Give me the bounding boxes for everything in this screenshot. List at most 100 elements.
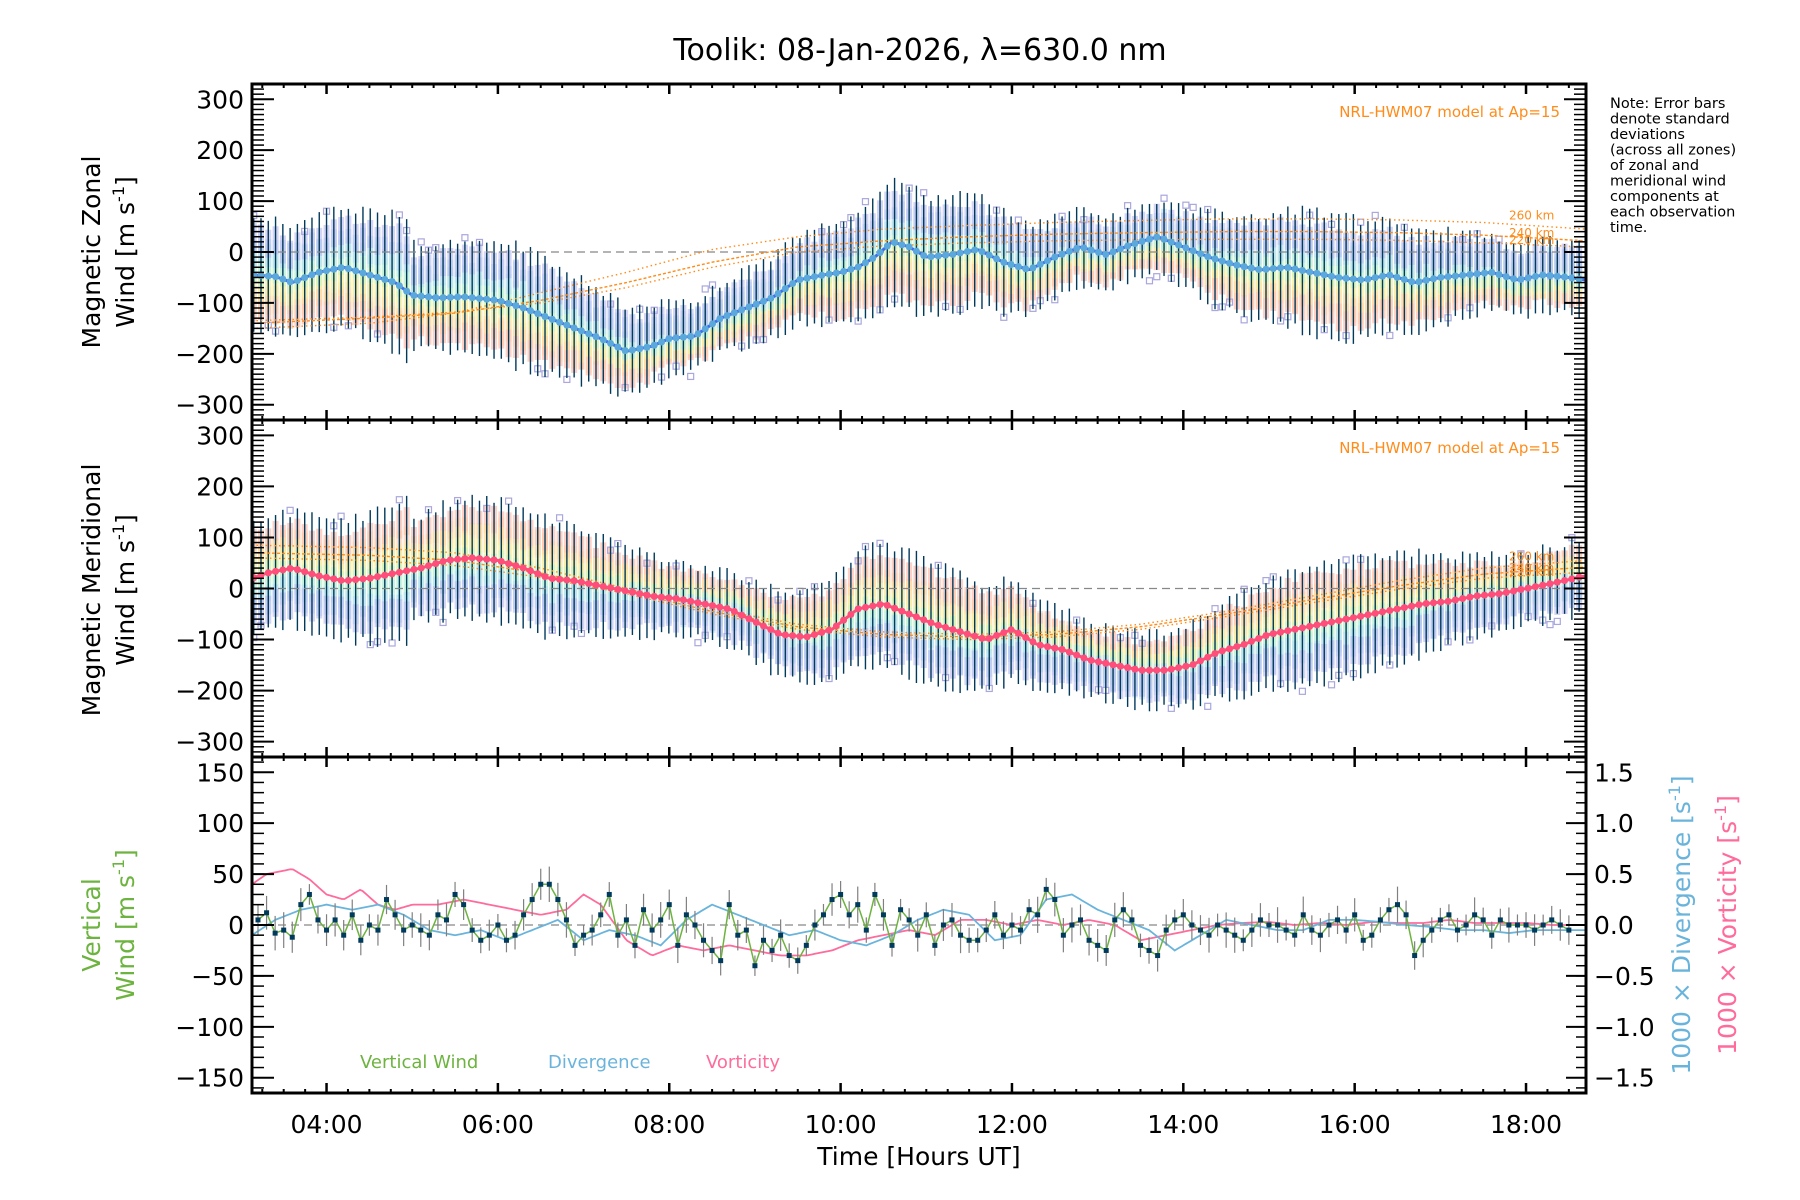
vertical-wind-point [992, 912, 998, 918]
mean-wind-point [767, 294, 775, 302]
vertical-wind-point [1009, 922, 1015, 928]
mean-wind-point [949, 250, 957, 258]
mean-wind-point [424, 562, 432, 570]
mean-wind-point [898, 607, 906, 615]
vertical-wind-point [1275, 922, 1281, 928]
mean-wind-point [774, 290, 782, 298]
hwm-model-label: NRL-HWM07 model at Ap=15 [1339, 439, 1560, 457]
mean-wind-point [832, 622, 840, 630]
zone-outlier [1386, 331, 1394, 340]
mean-wind-point [330, 265, 338, 273]
hwm-curve-240km [252, 552, 1585, 638]
vertical-wind-point [641, 907, 647, 913]
mean-wind-point [694, 599, 702, 607]
mean-wind-point [905, 243, 913, 251]
mean-wind-point [665, 335, 673, 343]
mean-wind-point [1284, 627, 1292, 635]
vertical-wind-point [1532, 927, 1538, 933]
zone-outlier [1327, 681, 1336, 689]
mean-wind-point [1480, 269, 1488, 277]
vertical-wind-point [863, 927, 869, 933]
zone-outlier [920, 189, 928, 197]
plot-area-zonal [252, 177, 1586, 397]
mean-wind-point [570, 577, 578, 585]
vertical-wind-point [435, 912, 441, 918]
y-tick-label: −200 [175, 677, 244, 706]
mean-wind-point [439, 294, 447, 302]
mean-wind-point [978, 248, 986, 256]
mean-wind-point [359, 269, 367, 277]
y-tick-label: 50 [212, 860, 244, 889]
mean-wind-point [723, 604, 731, 612]
mean-wind-point [1488, 268, 1496, 276]
vertical-wind-point [495, 922, 501, 928]
mean-wind-point [1408, 602, 1416, 610]
vertical-wind-point [1266, 922, 1272, 928]
vertical-wind-point [443, 917, 449, 923]
mean-wind-point [1029, 264, 1037, 272]
hwm-model-label: NRL-HWM07 model at Ap=15 [1339, 103, 1560, 121]
vertical-wind-point [666, 902, 672, 908]
mean-wind-point [1007, 260, 1015, 268]
mean-wind-point [1007, 626, 1015, 634]
mean-wind-point [1342, 274, 1350, 282]
mean-wind-point [556, 575, 564, 583]
mean-wind-point [548, 315, 556, 323]
mean-wind-point [388, 570, 396, 578]
mean-wind-point [1153, 666, 1161, 674]
mean-wind-point [1539, 581, 1547, 589]
zone-outlier [1240, 316, 1248, 324]
mean-wind-point [446, 293, 454, 301]
vertical-wind-point [349, 912, 355, 918]
mean-wind-point [876, 600, 884, 608]
vertical-wind-point [1566, 927, 1572, 933]
mean-wind-point [381, 275, 389, 283]
mean-wind-point [1466, 271, 1474, 279]
vertical-wind-point [880, 912, 886, 918]
mean-wind-point [1116, 662, 1124, 670]
vertical-ylabel: Vertical Wind [m s-1] [77, 849, 140, 1001]
y2-tick-label: −1.0 [1594, 1013, 1655, 1042]
vertical-wind-point [289, 934, 295, 940]
vertical-wind-point [966, 937, 972, 943]
vertical-wind-point [1454, 927, 1460, 933]
mean-wind-point [1357, 612, 1365, 620]
vertical-wind-point [1172, 917, 1178, 923]
vertical-wind-point [940, 922, 946, 928]
mean-wind-point [825, 626, 833, 634]
mean-wind-point [709, 602, 717, 610]
mean-wind-point [1531, 272, 1539, 280]
zone-outlier [694, 639, 702, 647]
panel-zonal-wind: NRL-HWM07 model at Ap=15 260 km 240 km220 … [175, 82, 1588, 422]
vertical-wind-point [1086, 937, 1092, 943]
vertical-wind-point [709, 947, 715, 953]
mean-wind-point [1510, 275, 1518, 283]
hwm-altitude-label: 260 km [1509, 550, 1554, 564]
mean-wind-point [1393, 605, 1401, 613]
legend-divergence: Divergence [548, 1052, 651, 1073]
mean-wind-point [1160, 666, 1168, 674]
mean-wind-point [1328, 618, 1336, 626]
mean-wind-point [1022, 265, 1030, 273]
y-tick-label: −300 [175, 391, 244, 420]
mean-wind-point [272, 567, 280, 575]
zonal-ylabel: Magnetic Zonal Wind [m s-1] [77, 156, 140, 349]
mean-wind-point [1546, 580, 1554, 588]
y-tick-label: 200 [196, 136, 244, 165]
y-tick-label: 100 [196, 809, 244, 838]
mean-wind-point [891, 239, 899, 247]
hwm-altitude-label: 220 km [1509, 565, 1554, 579]
mean-wind-point [505, 560, 513, 568]
mean-wind-point [519, 564, 527, 572]
mean-wind-point [738, 611, 746, 619]
zone-outlier [861, 198, 870, 206]
zone-outlier [461, 234, 469, 242]
y-tick-label: −100 [175, 626, 244, 655]
x-tick-label: 08:00 [633, 1110, 705, 1139]
mean-wind-point [534, 310, 542, 318]
vertical-wind-point [743, 927, 749, 933]
mean-wind-point [942, 623, 950, 631]
mean-wind-point [352, 576, 360, 584]
